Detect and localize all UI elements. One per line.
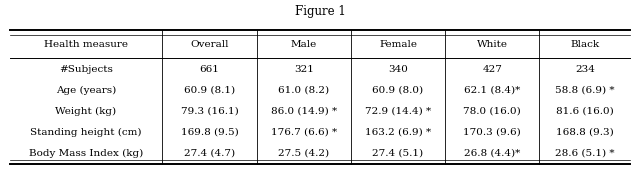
Text: 72.9 (14.4) *: 72.9 (14.4) *	[365, 107, 431, 116]
Text: Standing height (cm): Standing height (cm)	[30, 128, 141, 137]
Text: 169.8 (9.5): 169.8 (9.5)	[180, 128, 238, 137]
Text: 86.0 (14.9) *: 86.0 (14.9) *	[271, 107, 337, 116]
Text: 168.8 (9.3): 168.8 (9.3)	[556, 128, 614, 137]
Text: 60.9 (8.0): 60.9 (8.0)	[372, 86, 424, 95]
Text: Body Mass Index (kg): Body Mass Index (kg)	[29, 149, 143, 158]
Text: 61.0 (8.2): 61.0 (8.2)	[278, 86, 330, 95]
Text: 27.4 (5.1): 27.4 (5.1)	[372, 149, 424, 158]
Text: Age (years): Age (years)	[56, 86, 116, 95]
Text: 163.2 (6.9) *: 163.2 (6.9) *	[365, 128, 431, 137]
Text: 27.5 (4.2): 27.5 (4.2)	[278, 149, 330, 158]
Text: 234: 234	[575, 65, 595, 74]
Text: Health measure: Health measure	[44, 40, 128, 49]
Text: 176.7 (6.6) *: 176.7 (6.6) *	[271, 128, 337, 137]
Text: 62.1 (8.4)*: 62.1 (8.4)*	[464, 86, 520, 95]
Text: Figure 1: Figure 1	[294, 5, 346, 18]
Text: 427: 427	[483, 65, 502, 74]
Text: 78.0 (16.0): 78.0 (16.0)	[463, 107, 521, 116]
Text: White: White	[477, 40, 508, 49]
Text: 60.9 (8.1): 60.9 (8.1)	[184, 86, 235, 95]
Text: 58.8 (6.9) *: 58.8 (6.9) *	[555, 86, 614, 95]
Text: 26.8 (4.4)*: 26.8 (4.4)*	[464, 149, 520, 158]
Text: 28.6 (5.1) *: 28.6 (5.1) *	[555, 149, 614, 158]
Text: Overall: Overall	[190, 40, 228, 49]
Text: #Subjects: #Subjects	[59, 65, 113, 74]
Text: Female: Female	[379, 40, 417, 49]
Text: 170.3 (9.6): 170.3 (9.6)	[463, 128, 521, 137]
Text: 79.3 (16.1): 79.3 (16.1)	[180, 107, 238, 116]
Text: Male: Male	[291, 40, 317, 49]
Text: 27.4 (4.7): 27.4 (4.7)	[184, 149, 235, 158]
Text: 340: 340	[388, 65, 408, 74]
Text: 321: 321	[294, 65, 314, 74]
Text: 661: 661	[200, 65, 220, 74]
Text: 81.6 (16.0): 81.6 (16.0)	[556, 107, 614, 116]
Text: Black: Black	[570, 40, 600, 49]
Text: Weight (kg): Weight (kg)	[56, 107, 116, 116]
